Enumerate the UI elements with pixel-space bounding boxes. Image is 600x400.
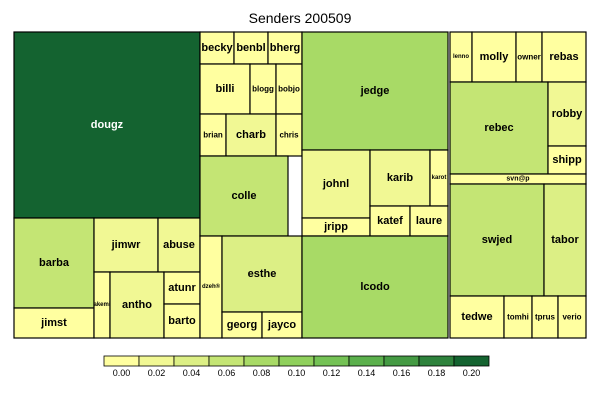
cell-label-molly: molly [480,51,510,63]
cell-label-akemi: akemi [93,302,110,308]
legend-tick-label: 0.02 [148,368,166,378]
cell-benbl [233,31,269,65]
legend-swatch-2 [173,355,210,367]
cell-tedwe [449,295,505,339]
cell-laure [409,205,449,237]
cell-rebas [541,31,587,83]
cell-label-verio: verio [562,313,581,322]
color-scale-legend: 0.00 0.02 0.04 0.06 0.08 0.10 0.12 0.14 0.16 0.18… [103,355,490,378]
cell-label-swjed: swjed [482,234,513,246]
cell-shipp [547,145,587,175]
cell-label-rebas: rebas [549,51,578,63]
legend-tick-label: 0.10 [288,368,306,378]
legend-tick-label: 0.00 [113,368,131,378]
cell-label-billi: billi [216,83,235,95]
cell-label-bherg: bherg [270,42,301,54]
cell-label-karib: karib [387,172,414,184]
cell-label-owner: owner [517,53,541,62]
legend-tick-label: 0.12 [323,368,341,378]
legend-swatch-10 [453,355,490,367]
cell-label-colle: colle [231,190,256,202]
cell-label-dougz: dougz [91,119,124,131]
cell-chris [275,113,303,157]
legend-tick-label: 0.18 [428,368,446,378]
cell-label-jayco: jayco [267,319,296,331]
legend-swatch-0 [103,355,140,367]
cell-label-charb: charb [236,129,266,141]
legend-tick-label: 0.06 [218,368,236,378]
cell-esthe [221,235,303,313]
cell-label-benbl: benbl [236,42,265,54]
cell-jayco [261,311,303,339]
legend-swatch-9 [418,355,455,367]
cell-label-jripp: jripp [323,221,348,233]
legend-tick-label: 0.16 [393,368,411,378]
cell-robby [547,81,587,147]
cell-label-rebec: rebec [484,122,513,134]
cell-label-jedge: jedge [360,85,390,97]
legend-tick-label: 0.04 [183,368,201,378]
legend-swatch-7 [348,355,385,367]
cell-label-barba: barba [39,257,70,269]
cell-verio [557,295,587,339]
cell-barto [163,303,201,339]
cell-label-robby: robby [552,108,583,120]
cell-label-tedwe: tedwe [461,311,492,323]
cell-label-jimwr: jimwr [111,239,141,251]
cell-label-bobjo: bobjo [278,85,300,94]
cell-label-becky: becky [201,42,233,54]
chart-title: Senders 200509 [248,10,352,26]
cell-label-laure: laure [416,215,442,227]
cell-label-esthe: esthe [248,268,277,280]
cell-label-atunr: atunr [168,282,196,294]
legend-tick-label: 0.14 [358,368,376,378]
cell-label-karot: karot [432,175,447,181]
cell-label-shipp: shipp [552,154,582,166]
cell-antho [109,271,165,339]
cell-label-lenno: lenno [453,54,469,60]
cell-label-georg: georg [227,319,258,331]
cell-tabor [543,183,587,297]
cell-label-tabor: tabor [551,234,579,246]
cell-label-svn-p: svn@p [506,176,529,183]
cell-swjed [449,183,545,297]
legend-tick-label: 0.20 [463,368,481,378]
legend-swatch-4 [243,355,280,367]
cell-label-antho: antho [122,299,152,311]
legend-swatch-8 [383,355,420,367]
legend-swatch-5 [278,355,315,367]
cell-label-chris: chris [279,131,299,140]
cell-label-barto: barto [168,315,196,327]
legend-swatch-6 [313,355,350,367]
legend-swatch-3 [208,355,245,367]
cell-label-katef: katef [377,215,403,227]
cell-charb [225,113,277,157]
cell-johnl [301,149,371,219]
cell-label-blogg: blogg [252,85,274,94]
cell-label-tomhi: tomhi [507,313,529,322]
legend-tick-label: 0.08 [253,368,271,378]
cell-label-brian: brian [203,131,223,140]
cell-label-abuse: abuse [163,239,195,251]
cell-label-dzeh: dzeh® [202,283,221,290]
cell-label-jimst: jimst [40,317,67,329]
cell-label-lcodo: lcodo [360,281,390,293]
cell-bobjo [275,63,303,115]
legend-swatch-1 [138,355,175,367]
cell-rebec [449,81,549,175]
cell-lcodo [301,235,449,339]
cell-label-johnl: johnl [322,178,349,190]
cell-billi [199,63,251,115]
cell-label-tprus: tprus [535,313,556,322]
treemap-cells: dougz barba jimst jimwr abuse akemi antho atunr… [13,31,587,339]
cell-colle [199,155,289,237]
